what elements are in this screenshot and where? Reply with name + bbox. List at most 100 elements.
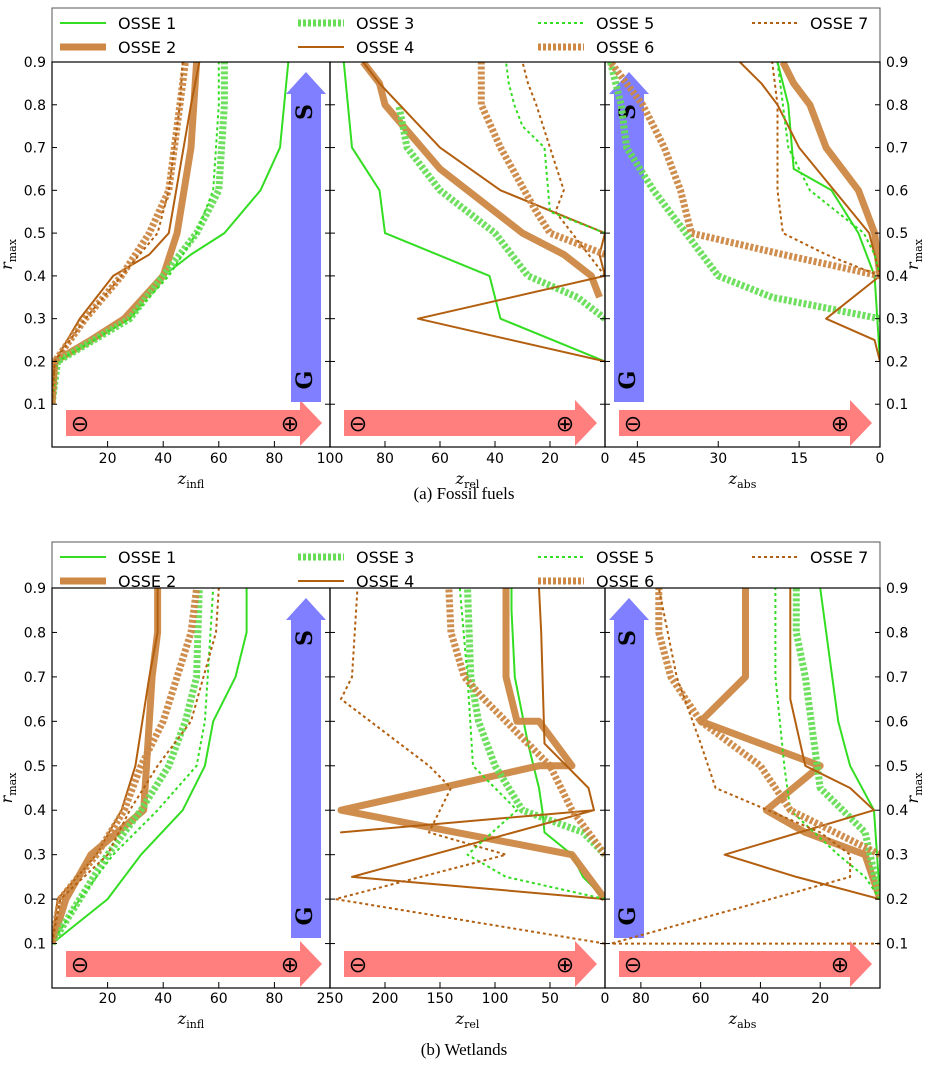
legend-label: OSSE 6 [596, 38, 654, 57]
y-tick-label-left: 0.5 [24, 759, 46, 775]
x-tick-label: 15 [790, 451, 808, 467]
blue-arrow [286, 598, 326, 938]
y-axis-label-left-sub: max [6, 772, 19, 796]
arrow-label-g: G [615, 371, 641, 390]
arrow-label-g: G [292, 371, 318, 390]
y-tick-label-right: 0.4 [886, 803, 908, 819]
y-tick-label-right: 0.5 [886, 759, 908, 775]
red-arrow [344, 941, 597, 987]
series-line-osse-5 [505, 62, 605, 235]
y-tick-label-right: 0.1 [886, 397, 908, 413]
series-line-osse-7 [52, 588, 220, 944]
y-axis-label-right-sub: max [912, 772, 925, 796]
plus-icon: ⊕ [556, 412, 574, 437]
series-line-osse-6 [445, 588, 605, 857]
subplot-infl: ⊖ ⊕ S G 20 40 60 80 zinfl [51, 587, 331, 1031]
arrow-label-g: G [615, 907, 641, 926]
axes-frame [51, 587, 331, 989]
series-line-osse-2 [337, 588, 605, 902]
y-tick-label-left: 0.8 [24, 98, 46, 114]
x-tick-label: 0 [601, 991, 610, 1007]
x-tick-label: 40 [486, 451, 504, 467]
x-tick-label: 60 [210, 991, 228, 1007]
series-layer [334, 588, 605, 945]
legend-box [51, 541, 881, 589]
series-line-osse-3 [395, 104, 605, 322]
x-tick-label: 100 [482, 991, 509, 1007]
y-tick-label-left: 0.7 [24, 670, 46, 686]
legend-label: OSSE 5 [596, 14, 654, 33]
x-axis-label: zabs [728, 1009, 757, 1031]
y-tick-label-right: 0.4 [886, 269, 908, 285]
plus-icon: ⊕ [281, 412, 299, 437]
legend-label: OSSE 2 [118, 572, 176, 591]
series-line-osse-5 [458, 588, 605, 901]
red-arrow [344, 400, 597, 446]
series-line-osse-4 [723, 588, 880, 901]
caption-fossil-fuels: (a) Fossil fuels [413, 484, 515, 503]
series-line-osse-3 [792, 588, 880, 900]
legend: OSSE 1 OSSE 2 OSSE 3 OSSE 4 OSSE 5 OSSE 6 OSSE… [51, 7, 881, 63]
red-arrow [66, 941, 322, 987]
y-tick-label-left: 0.6 [24, 714, 46, 730]
y-axis-label-right: rmax [903, 238, 925, 270]
y-tick-label-left: 0.4 [24, 803, 46, 819]
series-line-osse-2 [697, 588, 880, 901]
y-tick-label-left: 0.2 [24, 354, 46, 370]
series-line-osse-5 [52, 588, 215, 945]
axes-frame [329, 587, 606, 989]
panel-wetlands: OSSE 1 OSSE 2 OSSE 3 OSSE 4 OSSE 5 OSSE 6 OSSE… [0, 541, 925, 1031]
minus-icon: ⊖ [71, 412, 89, 437]
minus-icon: ⊖ [624, 953, 642, 978]
y-tick-label-left: 0.8 [24, 625, 46, 641]
x-axis-label-sub: abs [737, 1018, 757, 1031]
x-tick-label: 20 [811, 991, 829, 1007]
x-tick-label: 150 [427, 991, 454, 1007]
series-line-osse-4 [52, 588, 159, 944]
x-tick-label: 0 [601, 451, 610, 467]
y-tick-label-left: 0.1 [24, 937, 46, 953]
series-line-osse-7 [610, 588, 880, 945]
series-line-osse-5 [776, 62, 880, 277]
series-line-osse-1 [342, 62, 605, 363]
x-tick-label: 30 [709, 451, 727, 467]
y-tick-label-right: 0.6 [886, 714, 908, 730]
caption-wetlands: (b) Wetlands [420, 1040, 508, 1059]
y-tick-label-right: 0.3 [886, 312, 908, 328]
series-line-osse-1 [52, 588, 248, 945]
series-line-osse-6 [477, 62, 605, 258]
x-tick-label: 60 [210, 451, 228, 467]
x-tick-label: 40 [752, 991, 770, 1007]
arrow-layer: ⊖ ⊕ [344, 941, 597, 987]
y-tick-label-left: 0.7 [24, 141, 46, 157]
subplot-abs: ⊖ ⊕ S G 80 60 40 20 zabs [600, 587, 881, 1031]
series-layer [610, 588, 880, 945]
plus-icon: ⊕ [281, 953, 299, 978]
red-arrow [66, 400, 322, 446]
panel-fossil-fuels: OSSE 1 OSSE 2 OSSE 3 OSSE 4 OSSE 5 OSSE 6 OSSE… [0, 7, 925, 491]
arrow-label-s: S [615, 630, 641, 646]
legend-label: OSSE 3 [356, 14, 414, 33]
legend-label: OSSE 5 [596, 548, 654, 567]
series-layer [607, 62, 880, 362]
legend-label: OSSE 6 [596, 572, 654, 591]
series-layer [52, 588, 248, 946]
arrow-layer: ⊖ ⊕ S G [66, 598, 326, 987]
series-line-osse-1 [819, 588, 880, 900]
x-tick-label: 50 [541, 991, 559, 1007]
x-axis-label: zinfl [177, 1009, 205, 1031]
blue-arrow [609, 598, 649, 938]
series-layer [52, 62, 290, 405]
x-axis-label: zrel [455, 1009, 480, 1031]
legend-label: OSSE 7 [810, 548, 868, 567]
y-tick-label-right: 0.7 [886, 141, 908, 157]
y-tick-label-right: 0.8 [886, 625, 908, 641]
series-line-osse-4 [739, 62, 880, 362]
series-line-osse-3 [52, 62, 228, 405]
y-tick-label-left: 0.5 [24, 226, 46, 242]
series-line-osse-1 [52, 62, 290, 405]
series-line-osse-2 [779, 62, 880, 277]
y-tick-label-right: 0.2 [886, 892, 908, 908]
legend-box [51, 7, 881, 63]
